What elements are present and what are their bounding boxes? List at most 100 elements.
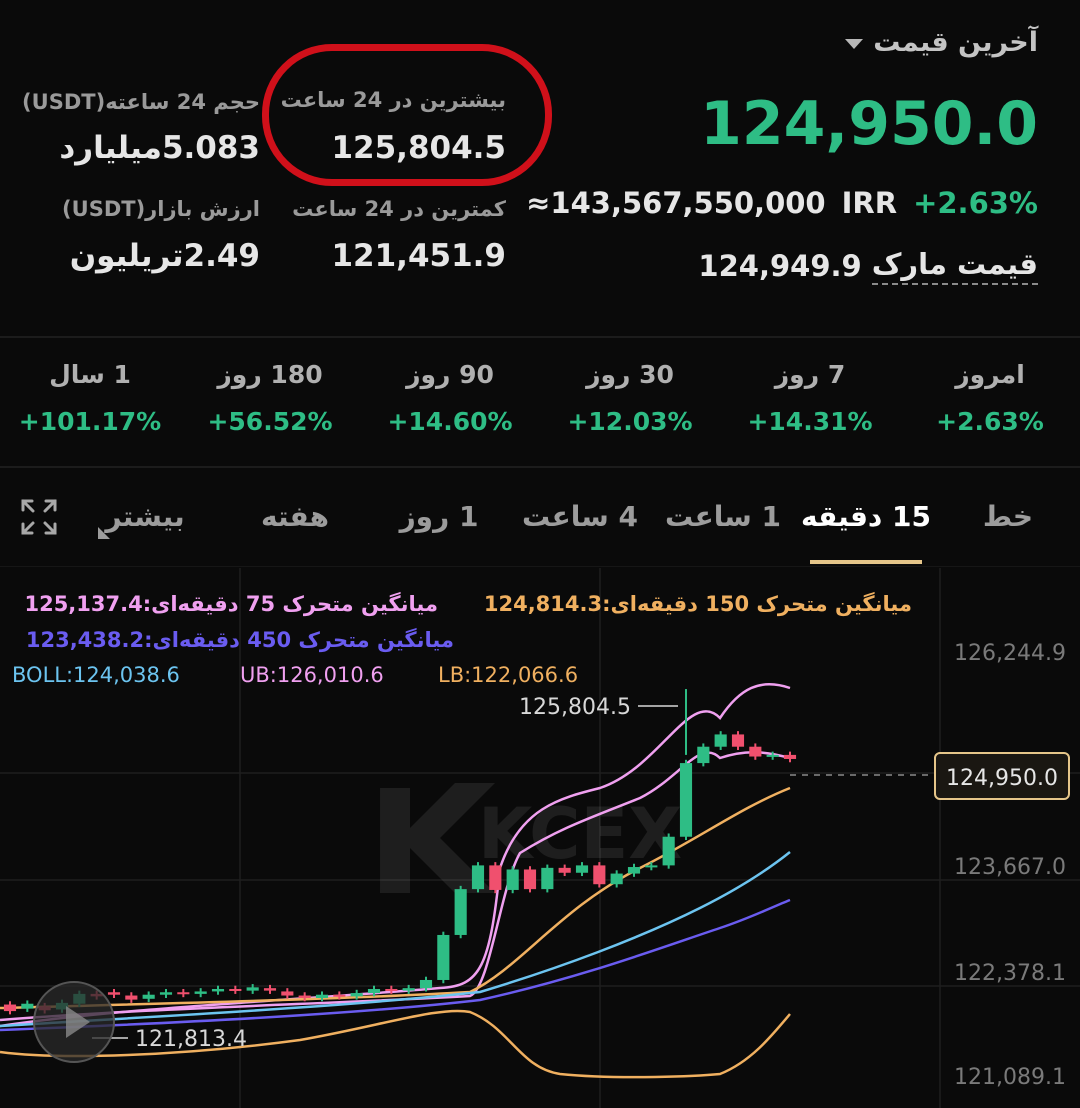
period-label: 90 روز — [406, 360, 494, 389]
boll-line — [0, 851, 791, 1028]
candle — [159, 992, 173, 995]
high-24h-value: 125,804.5 — [331, 130, 506, 166]
period-value: +56.52% — [207, 407, 333, 436]
period-today: امروز +2.63% — [905, 355, 1075, 436]
market-cap-value: 2.49تریلیون — [69, 238, 260, 274]
high-marker-text: 125,804.5 — [519, 695, 631, 720]
candle — [402, 988, 415, 991]
low-24h-value: 121,451.9 — [331, 238, 506, 274]
last-price-label: آخرین قیمت — [873, 26, 1038, 58]
candle — [246, 987, 259, 991]
candle — [783, 754, 797, 759]
corner-triangle-icon — [98, 527, 110, 539]
chevron-down-icon — [845, 39, 864, 49]
kcex-watermark: KCEX — [380, 783, 682, 893]
replay-icon — [66, 1006, 90, 1038]
volume-24h-label: حجم 24 ساعته(USDT) — [22, 90, 260, 114]
candle — [766, 754, 779, 757]
candle — [731, 734, 745, 747]
tab-week[interactable]: هفته — [261, 500, 329, 533]
period-30d: 30 روز +12.03% — [545, 355, 715, 436]
y-tick-2: 123,667.0 — [954, 855, 1066, 880]
low-marker-text: 121,813.4 — [135, 1027, 247, 1052]
period-value: +2.63% — [936, 407, 1044, 436]
candle — [21, 1003, 34, 1009]
y-tick-1: 126,244.9 — [954, 641, 1066, 666]
period-label: امروز — [955, 360, 1025, 389]
candle — [523, 869, 537, 890]
candle — [142, 994, 155, 999]
legend-ma150: میانگین متحرک 150 دقیقه‌ای:124,814.3 — [483, 592, 912, 616]
candle — [298, 995, 311, 998]
tab-active-underline — [810, 560, 922, 564]
candle — [575, 865, 589, 873]
period-7d: 7 روز +14.31% — [725, 355, 895, 436]
last-price: 124,950.0 — [700, 89, 1038, 159]
highlight-circle — [262, 44, 552, 186]
candle — [454, 889, 467, 935]
candle — [506, 869, 519, 890]
low-24h-label: کمترین در 24 ساعت — [292, 197, 506, 221]
market-cap-label: ارزش بازار(USDT) — [62, 197, 260, 221]
candle — [662, 836, 675, 866]
expand-icon[interactable] — [20, 498, 58, 536]
more-label: بیشتر — [105, 500, 185, 533]
tab-4h[interactable]: 4 ساعت — [521, 500, 639, 533]
period-label: 1 سال — [49, 360, 131, 389]
period-value: +14.60% — [387, 407, 513, 436]
candle — [350, 993, 363, 997]
irr-value: ≈143,567,550,000 — [526, 186, 826, 220]
ma75-line — [0, 750, 791, 1022]
mark-price-value: 124,949.9 — [698, 249, 862, 283]
candle — [194, 991, 207, 994]
candle — [645, 865, 658, 868]
period-1y: 1 سال +101.17% — [5, 355, 175, 436]
period-value: +101.17% — [18, 407, 162, 436]
candle — [610, 873, 623, 885]
divider-top — [0, 336, 1080, 338]
current-price-tag-text: 124,950.0 — [946, 766, 1058, 791]
candle — [3, 1004, 17, 1012]
last-price-selector[interactable]: آخرین قیمت — [845, 22, 1038, 62]
change-percent: +2.63% — [913, 186, 1038, 220]
irr-row: ≈143,567,550,000 IRR +2.63% — [526, 183, 1038, 223]
candle — [593, 865, 606, 885]
period-90d: 90 روز +14.60% — [365, 355, 535, 436]
legend-ma450: میانگین متحرک 450 دقیقه‌ای:123,438.2 — [25, 628, 454, 652]
period-value: +12.03% — [567, 407, 693, 436]
tab-line[interactable]: خط — [982, 500, 1034, 533]
candle — [125, 995, 138, 1000]
candle — [263, 988, 277, 991]
tab-1d[interactable]: 1 روز — [399, 500, 479, 533]
divider-mid — [0, 466, 1080, 468]
period-value: +14.31% — [747, 407, 873, 436]
replay-floating-button[interactable] — [33, 981, 115, 1063]
irr-unit: IRR — [841, 186, 898, 220]
candle — [437, 934, 450, 980]
indicator-lines — [0, 683, 791, 1079]
candle — [471, 865, 485, 890]
candle — [489, 865, 502, 890]
legend-boll: BOLL:124,038.6 — [12, 663, 180, 687]
period-label: 7 روز — [774, 360, 846, 389]
legend-ub: UB:126,010.6 — [240, 663, 384, 687]
tab-15m[interactable]: 15 دقیقه — [801, 500, 931, 533]
candle — [315, 994, 329, 998]
candle — [749, 746, 762, 757]
y-tick-3: 122,378.1 — [954, 961, 1066, 986]
current-price-tag[interactable]: 124,950.0 — [934, 752, 1070, 800]
candle — [281, 991, 294, 996]
mark-price-row[interactable]: 124,949.9 قیمت مارک — [698, 245, 1038, 287]
tab-more[interactable]: بیشتر — [90, 495, 200, 539]
mark-price-label: قیمت مارک — [871, 247, 1038, 285]
y-tick-4: 121,089.1 — [954, 1065, 1066, 1090]
tab-1h[interactable]: 1 ساعت — [664, 500, 782, 533]
volume-24h-value: 5.083میلیارد — [59, 130, 260, 166]
legend-ma75: میانگین متحرک 75 دقیقه‌ای:125,137.4 — [24, 592, 438, 616]
candle — [367, 988, 381, 994]
lb-line — [0, 1009, 791, 1079]
period-180d: 180 روز +56.52% — [185, 355, 355, 436]
candle — [697, 746, 710, 764]
candle — [419, 979, 433, 989]
price-chart[interactable]: KCEX 124,950.0 125,804.5 121,813.4 126,2… — [0, 568, 1080, 1108]
